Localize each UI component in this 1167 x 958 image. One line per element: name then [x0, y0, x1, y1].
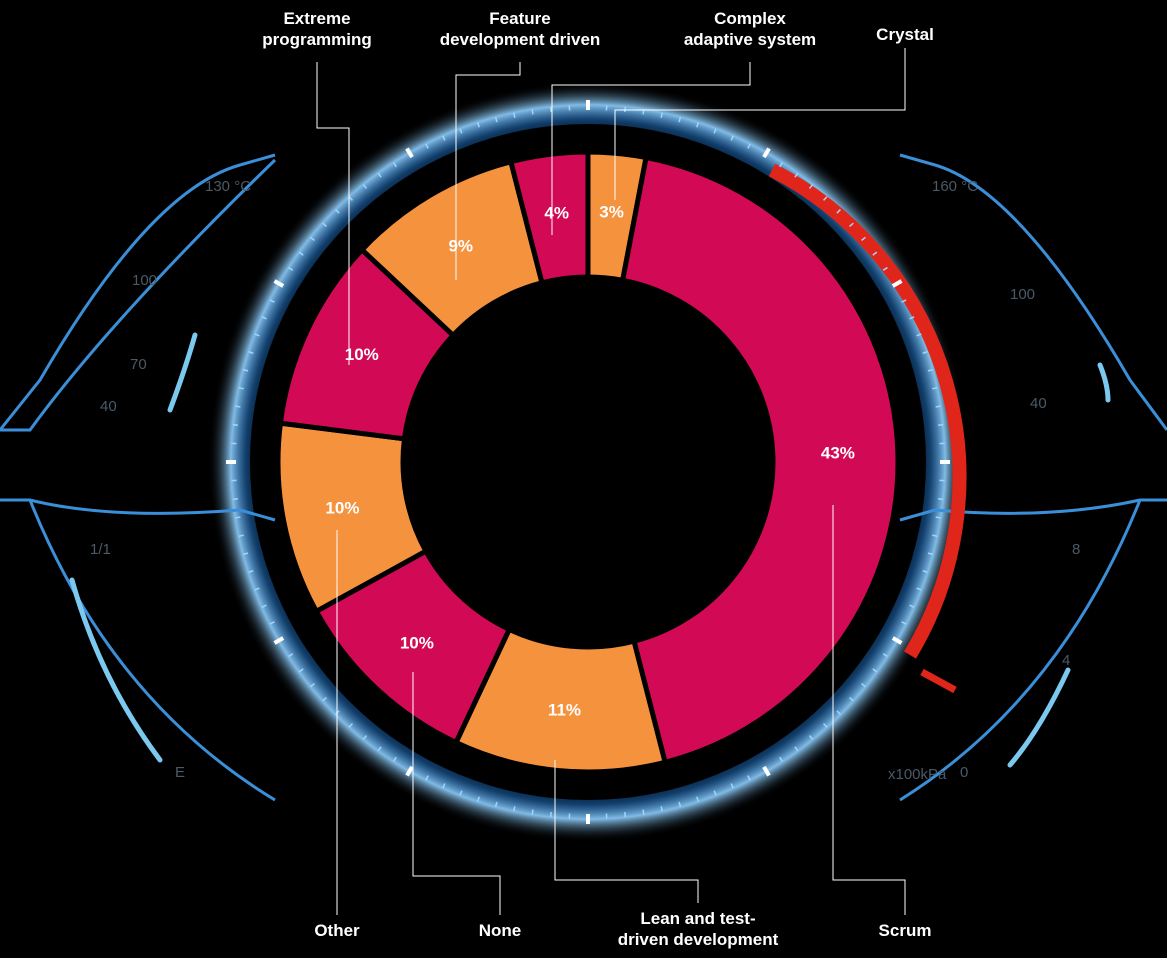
value-label: 11% — [548, 700, 581, 719]
gauge-label: 1/1 — [90, 541, 111, 558]
ring-tick — [235, 406, 240, 407]
ring-tick — [514, 806, 515, 811]
gauge-label: 0 — [960, 764, 968, 781]
category-label: Complex adaptive system — [640, 8, 860, 50]
value-label: 10% — [345, 345, 379, 364]
page: 130 °C10070401/1E160 °C10040840x100kPa 3… — [0, 0, 1167, 958]
category-label: Feature development driven — [410, 8, 630, 50]
ring-tick — [532, 109, 533, 114]
gauge-label: 40 — [1030, 395, 1047, 412]
gauge-label: 100 — [1010, 286, 1035, 303]
ring-tick — [661, 113, 662, 118]
gauge-label: 130 °C — [205, 178, 251, 195]
ring-tick — [551, 812, 552, 817]
category-label: Scrum — [795, 920, 1015, 941]
gauge-unit: x100kPa — [888, 766, 947, 783]
ring-tick — [938, 499, 943, 500]
value-label: 43% — [821, 444, 855, 463]
gauge-label: 100 — [132, 272, 157, 289]
gauge-label: 4 — [1062, 652, 1070, 669]
ring-tick — [625, 107, 626, 112]
ring-tick — [514, 113, 515, 118]
ring-tick — [938, 425, 943, 426]
ring-tick — [936, 406, 941, 407]
ring-tick — [661, 806, 662, 811]
category-label: Other — [227, 920, 447, 941]
ring-tick — [532, 810, 533, 815]
value-label: 9% — [448, 236, 473, 255]
ring-tick — [239, 535, 244, 536]
ring-tick — [932, 535, 937, 536]
ring-tick — [551, 107, 552, 112]
ring-tick — [932, 388, 937, 389]
ring-tick — [233, 425, 238, 426]
value-label: 10% — [400, 634, 434, 653]
ring-tick — [936, 517, 941, 518]
value-label: 3% — [599, 203, 624, 222]
chart: 130 °C10070401/1E160 °C10040840x100kPa 3… — [0, 0, 1167, 958]
ring-tick — [625, 812, 626, 817]
ring-tick — [233, 499, 238, 500]
ring-tick — [239, 388, 244, 389]
ring-tick — [643, 810, 644, 815]
gauge-label: 8 — [1072, 541, 1080, 558]
value-label: 10% — [325, 498, 359, 517]
value-label: 4% — [544, 203, 569, 222]
gauge-label: 40 — [100, 398, 117, 415]
gauge-label: 70 — [130, 356, 147, 373]
gauge-label: 160 °C — [932, 178, 978, 195]
gauge-label: E — [175, 764, 185, 781]
category-label: Lean and test- driven development — [588, 908, 808, 950]
category-label: Extreme programming — [207, 8, 427, 50]
ring-tick — [235, 517, 240, 518]
